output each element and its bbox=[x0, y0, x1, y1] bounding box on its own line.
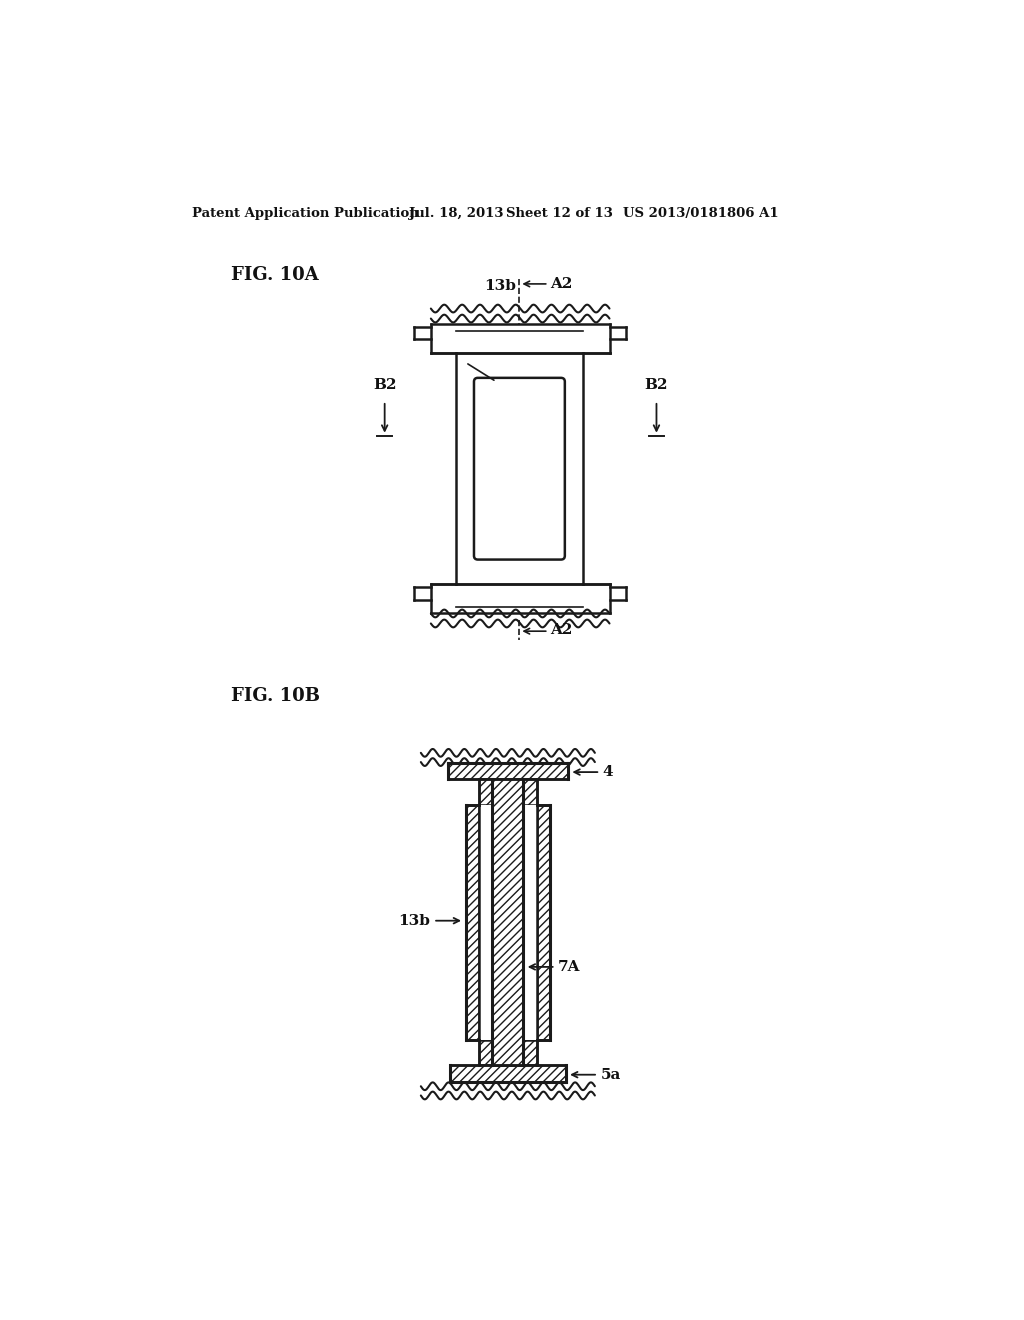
Text: FIG. 10B: FIG. 10B bbox=[230, 686, 319, 705]
Bar bbox=[478, 805, 493, 1040]
Text: 7A: 7A bbox=[558, 960, 581, 974]
Text: 13b: 13b bbox=[398, 913, 430, 928]
Text: Sheet 12 of 13: Sheet 12 of 13 bbox=[506, 207, 613, 220]
Text: B2: B2 bbox=[645, 378, 669, 392]
Text: B2: B2 bbox=[373, 378, 396, 392]
Bar bbox=[523, 1040, 538, 1065]
Bar bbox=[523, 805, 538, 1040]
Bar bbox=[451, 1065, 565, 1082]
Bar bbox=[493, 779, 523, 1065]
FancyBboxPatch shape bbox=[474, 378, 565, 560]
Bar bbox=[478, 1040, 493, 1065]
Text: 5a: 5a bbox=[600, 1068, 621, 1081]
Text: A2: A2 bbox=[550, 623, 572, 636]
Text: Patent Application Publication: Patent Application Publication bbox=[193, 207, 419, 220]
Bar bbox=[523, 779, 538, 805]
Text: FIG. 10A: FIG. 10A bbox=[230, 267, 318, 284]
Text: US 2013/0181806 A1: US 2013/0181806 A1 bbox=[624, 207, 779, 220]
Bar bbox=[466, 805, 478, 1040]
Text: Jul. 18, 2013: Jul. 18, 2013 bbox=[410, 207, 504, 220]
Text: A2: A2 bbox=[550, 277, 572, 290]
Bar bbox=[447, 763, 568, 779]
Bar bbox=[478, 779, 493, 805]
Text: 4: 4 bbox=[602, 766, 613, 779]
Text: 13b: 13b bbox=[484, 280, 516, 293]
Bar bbox=[538, 805, 550, 1040]
